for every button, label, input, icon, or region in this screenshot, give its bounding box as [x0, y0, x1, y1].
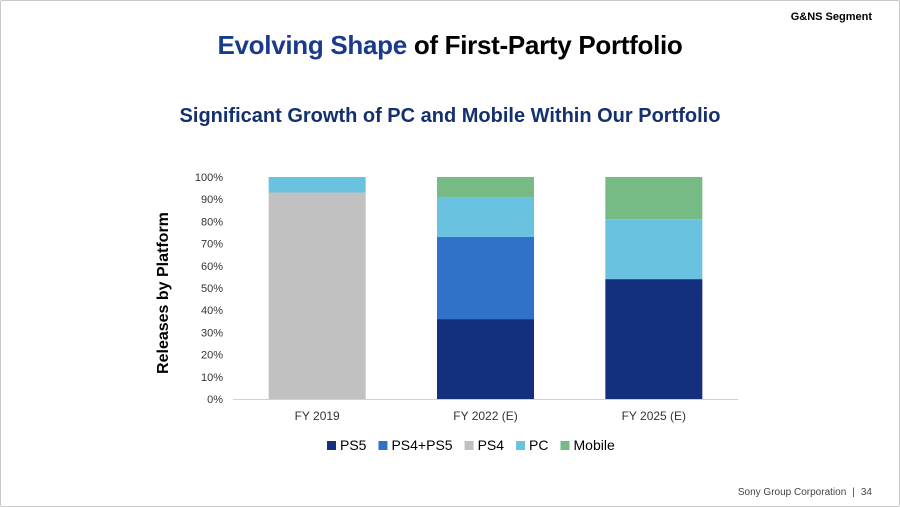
bar-segment: [437, 177, 534, 197]
bar-segment: [605, 219, 703, 280]
y-tick-label: 20%: [201, 350, 223, 362]
y-tick-label: 10%: [201, 372, 223, 384]
bar-segment: [437, 236, 534, 320]
y-tick-label: 100%: [195, 172, 223, 184]
chart-subtitle: Significant Growth of PC and Mobile With…: [179, 105, 721, 127]
y-tick-label: 40%: [201, 305, 223, 317]
y-tick-label: 90%: [201, 194, 223, 206]
legend-label: PS4+PS5: [391, 437, 452, 453]
footer: Sony Group Corporation | 34: [738, 487, 872, 498]
bar-segment: [268, 192, 366, 399]
bar-segment: [268, 177, 366, 193]
y-tick-label: 80%: [201, 216, 223, 228]
segment-label: G&NS Segment: [790, 11, 872, 23]
footer-company: Sony Group Corporation: [737, 487, 847, 498]
legend-label: Mobile: [574, 437, 615, 453]
legend-label: PS5: [340, 437, 367, 453]
x-tick-label: FY 2022 (E): [453, 409, 517, 423]
bar-segment: [437, 319, 534, 399]
page-number: 34: [860, 487, 872, 498]
legend-swatch: [516, 441, 526, 450]
legend-label: PS4: [478, 437, 505, 453]
legend-swatch: [464, 441, 474, 450]
bar-segment: [437, 196, 534, 237]
y-tick-label: 50%: [201, 283, 223, 295]
legend-swatch: [378, 441, 388, 450]
y-axis-title: Releases by Platform: [155, 212, 172, 374]
legend-label: PC: [529, 437, 548, 453]
y-tick-label: 30%: [201, 327, 223, 339]
bar-segment: [605, 279, 703, 399]
y-tick-label: 60%: [201, 261, 223, 273]
x-tick-label: FY 2019: [295, 409, 340, 423]
title-rest: of First-Party Portfolio: [406, 30, 683, 60]
y-tick-label: 70%: [201, 239, 223, 251]
x-tick-label: FY 2025 (E): [622, 409, 686, 423]
bar-segment: [605, 177, 703, 220]
y-tick-label: 0%: [207, 394, 223, 406]
legend-swatch: [560, 441, 570, 450]
footer-separator: |: [852, 487, 855, 498]
legend-swatch: [327, 441, 336, 450]
title-accent: Evolving Shape: [217, 30, 407, 60]
page-title: Evolving Shape of First-Party Portfolio: [0, 30, 900, 61]
